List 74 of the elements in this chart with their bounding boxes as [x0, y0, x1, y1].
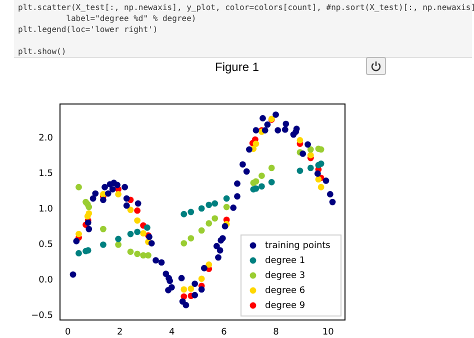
- point: [198, 227, 205, 234]
- point: [188, 286, 194, 292]
- point: [188, 208, 194, 216]
- point: [212, 200, 218, 207]
- x-tick-label: 6: [221, 328, 228, 338]
- point: [134, 250, 140, 258]
- point: [206, 220, 212, 227]
- y-tick-label: 2.0: [38, 133, 54, 144]
- point: [100, 226, 106, 232]
- point: [258, 183, 265, 190]
- legend-label: training points: [265, 240, 331, 251]
- text: plt.legend(loc='lower right'): [18, 24, 159, 35]
- point: [318, 160, 324, 167]
- point: [307, 152, 314, 158]
- point: [115, 191, 122, 198]
- x-tick-label: 0: [64, 328, 71, 338]
- text: plt.show(): [18, 46, 68, 57]
- point: [144, 224, 150, 231]
- y-tick-label: 1.0: [38, 204, 54, 214]
- point: [115, 236, 122, 242]
- point: [76, 230, 82, 238]
- point: [206, 202, 212, 208]
- point: [252, 185, 260, 192]
- x-tick-label: 10: [322, 328, 334, 338]
- point: [145, 252, 152, 259]
- point: [180, 240, 188, 246]
- x-tick-label: 4: [169, 328, 176, 338]
- point: [140, 230, 146, 237]
- point: [115, 241, 122, 248]
- point: [318, 146, 324, 153]
- point: [223, 204, 230, 210]
- point: [127, 206, 134, 214]
- point: [268, 178, 275, 186]
- point: [134, 228, 140, 236]
- text: label="degree %d" % degree): [65, 13, 198, 24]
- legend-label: degree 6: [265, 286, 306, 296]
- point: [76, 250, 82, 256]
- point: [318, 184, 324, 190]
- x-tick-label: 8: [273, 328, 280, 338]
- point: [76, 184, 82, 190]
- y-tick-label: 0.0: [38, 276, 54, 286]
- y-tick-label: 0.5: [38, 240, 53, 250]
- point: [134, 207, 140, 214]
- text: plt.scatter(X_test[:, np.newaxis], y_plot, color=colors[count], #np.sort(X_test)[:, np.newaxis]: [18, 2, 474, 13]
- point: [206, 261, 212, 268]
- point: [127, 248, 134, 255]
- point: [198, 276, 205, 282]
- x-tick-label: 2: [116, 328, 123, 338]
- point: [127, 230, 134, 238]
- point: [134, 217, 140, 224]
- legend-label: degree 1: [265, 256, 306, 266]
- point: [188, 235, 194, 242]
- point: [100, 241, 106, 248]
- point: [212, 215, 218, 222]
- point: [86, 204, 92, 210]
- point: [307, 146, 314, 153]
- legend-label: degree 3: [265, 270, 306, 281]
- point: [180, 286, 188, 293]
- chart-title: Figure 1: [214, 60, 260, 74]
- point: [198, 205, 205, 212]
- point: [307, 164, 314, 172]
- legend-label: degree 9: [265, 300, 306, 311]
- point: [223, 195, 230, 202]
- point: [296, 168, 304, 174]
- point: [268, 164, 275, 172]
- point: [252, 178, 260, 185]
- y-tick-label: −0.5: [31, 311, 53, 322]
- y-tick-label: 1.5: [38, 168, 53, 179]
- point: [258, 172, 265, 179]
- point: [252, 140, 260, 147]
- point: [296, 137, 304, 144]
- point: [86, 210, 92, 217]
- point: [180, 210, 188, 218]
- point: [315, 176, 322, 183]
